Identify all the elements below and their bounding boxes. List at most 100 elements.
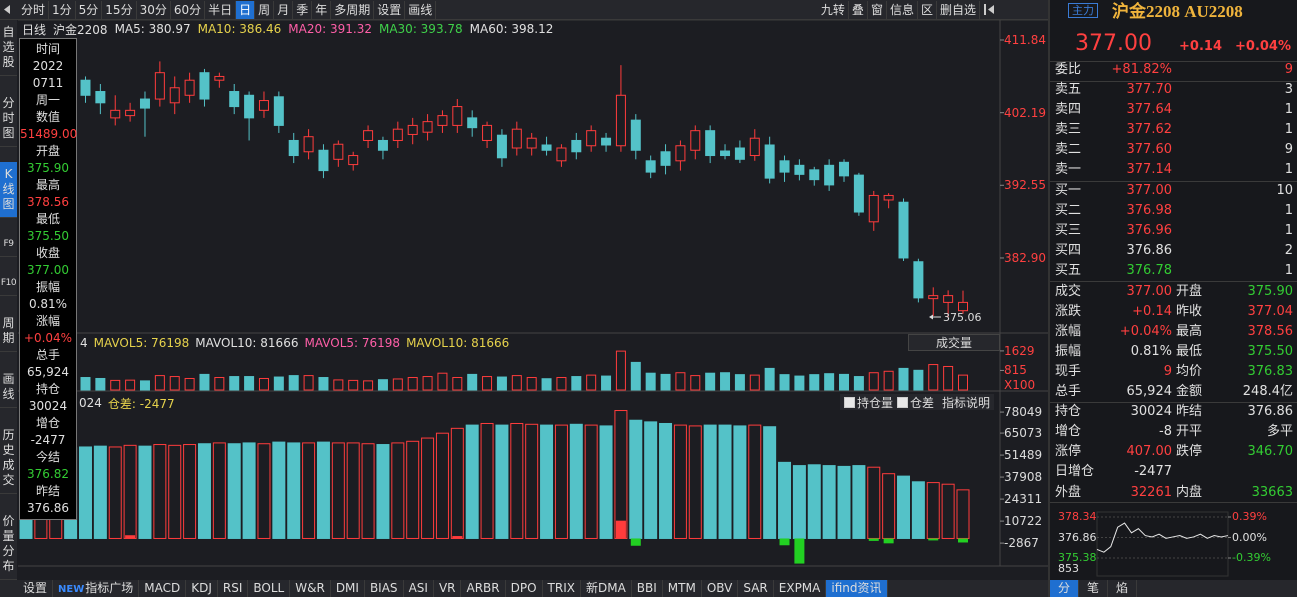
right-tab[interactable]: 分 (1050, 580, 1080, 597)
oi-bar (822, 465, 836, 539)
sidebar-tab[interactable]: F10 (0, 272, 17, 296)
sidebar-tab[interactable]: 自选股 (0, 20, 17, 76)
right-tab[interactable]: 焰 (1108, 580, 1138, 597)
dock-icon[interactable] (984, 4, 986, 15)
volume-bar (303, 375, 314, 391)
row-value: 377.14 (1126, 162, 1173, 178)
oi-bar (525, 423, 539, 539)
toolbar-button[interactable]: 15分 (102, 0, 137, 19)
back-icon[interactable] (4, 5, 10, 14)
indicator-tab[interactable]: SAR (738, 580, 774, 597)
indicator-tab[interactable]: 新DMA (581, 580, 632, 597)
indicator-tab[interactable]: MTM (663, 580, 702, 597)
toolbar-button[interactable]: 叠 (849, 0, 868, 19)
info-line: 51489.00 (20, 127, 78, 141)
indicator-selector[interactable]: 成交量 (908, 334, 1000, 351)
candle-body (273, 96, 284, 126)
toolbar-button[interactable]: 年 (312, 0, 332, 19)
sidebar-tab[interactable]: K线图 (0, 162, 17, 218)
sidebar-tab[interactable]: F9 (0, 233, 17, 257)
row-value: 65,924 (1126, 384, 1173, 400)
indicator-tab[interactable]: DMI (331, 580, 365, 597)
indicator-tab[interactable]: TRIX (543, 580, 581, 597)
toolbar-button[interactable]: 季 (293, 0, 313, 19)
row-value: 377.04 (1247, 304, 1294, 320)
toolbar-button[interactable]: 信息 (887, 0, 918, 19)
toolbar-button[interactable]: 1分 (49, 0, 76, 19)
indicator-tab[interactable]: OBV (702, 580, 739, 597)
toolbar-button[interactable]: 九转 (818, 0, 849, 19)
volume-bar (229, 376, 240, 391)
indicator-tab[interactable]: RSI (218, 580, 249, 597)
volume-bar (615, 350, 626, 391)
indicator-tab[interactable]: MACD (139, 580, 187, 597)
indicator-tab[interactable]: DPO (506, 580, 543, 597)
indicator-tab[interactable]: ARBR (461, 580, 506, 597)
sidebar-tab[interactable]: 周期 (0, 311, 17, 352)
indicator-tab[interactable]: NEW指标广场 (53, 580, 140, 597)
indicator-tab[interactable]: BOLL (248, 580, 291, 597)
toolbar-button[interactable]: 窗 (868, 0, 887, 19)
sidebar-tab[interactable]: 画线 (0, 367, 17, 408)
toolbar-button[interactable]: 5分 (76, 0, 103, 19)
volume-bar (452, 377, 463, 391)
oi-bar (123, 444, 137, 539)
toolbar-button[interactable]: 半日 (205, 0, 237, 19)
volume-bar (749, 374, 760, 391)
candle-body (943, 295, 954, 303)
row-label: 金额 (1176, 384, 1203, 400)
sidebar-tab[interactable]: 分时图 (0, 91, 17, 147)
indicator-tab[interactable]: ASI (404, 580, 434, 597)
volume-bar (898, 367, 909, 391)
volume-bar (392, 378, 403, 391)
toolbar-button[interactable]: 分时 (18, 0, 50, 19)
candle-body (496, 134, 507, 159)
toolbar-button[interactable]: 60分 (171, 0, 206, 19)
toolbar-button[interactable]: 月 (274, 0, 294, 19)
oi-bar (391, 442, 405, 539)
y-tick-label: 392.55 (1004, 178, 1046, 193)
oi-bar (287, 442, 301, 539)
toolbar-button[interactable]: 删自选 (937, 0, 980, 19)
toolbar-button[interactable]: 设置 (374, 0, 406, 19)
info-line: 数值 (35, 110, 60, 124)
toolbar-button[interactable]: 30分 (137, 0, 171, 19)
option[interactable]: 仓差 (897, 394, 934, 411)
indicator-tab[interactable]: KDJ (186, 580, 218, 597)
candle-body (258, 100, 269, 111)
indicator-tab[interactable]: W&R (290, 580, 331, 597)
indicator-tab[interactable]: BBI (632, 580, 663, 597)
indicator-tab[interactable]: 设置 (18, 580, 54, 597)
oi-bar (153, 444, 167, 539)
indicator-tab[interactable]: EXPMA (774, 580, 827, 597)
volume-legend-item: MAVOL5: 76198 (93, 336, 190, 350)
indicator-tab[interactable]: BIAS (365, 580, 404, 597)
right-tab[interactable]: 笔 (1079, 580, 1109, 597)
tab-label: KDJ (191, 581, 212, 595)
mini-y-label: 376.86 (1058, 530, 1097, 544)
toolbar-button[interactable]: 画线 (405, 0, 437, 19)
toolbar-button[interactable]: 周 (255, 0, 275, 19)
help-link[interactable]: 指标说明 (942, 395, 991, 410)
sidebar-tab[interactable]: 价量分布 (0, 509, 17, 580)
toolbar-button[interactable]: 多周期 (331, 0, 375, 19)
option[interactable]: 持仓量 (844, 394, 893, 411)
row-label: 内盘 (1176, 484, 1203, 500)
candle-body (422, 121, 433, 133)
row-value: 9 (1163, 364, 1172, 380)
row-value: 多平 (1266, 424, 1293, 440)
indicator-tab[interactable]: ifind资讯 (826, 580, 888, 597)
sidebar-tab[interactable]: 历史成交 (0, 423, 17, 494)
row-value: 376.98 (1126, 202, 1173, 218)
option-label: 持仓量 (857, 395, 894, 410)
y-tick-label: 51489 (1004, 448, 1043, 463)
volume-bar (482, 376, 493, 391)
candle-body (229, 91, 240, 108)
toolbar-button[interactable]: 区 (918, 0, 937, 19)
volume-bar (660, 373, 671, 391)
candle-body (556, 147, 567, 162)
oi-bar (941, 483, 955, 539)
row-value: +0.14 (1132, 304, 1172, 320)
toolbar-button[interactable]: 日 (236, 0, 256, 19)
indicator-tab[interactable]: VR (434, 580, 462, 597)
